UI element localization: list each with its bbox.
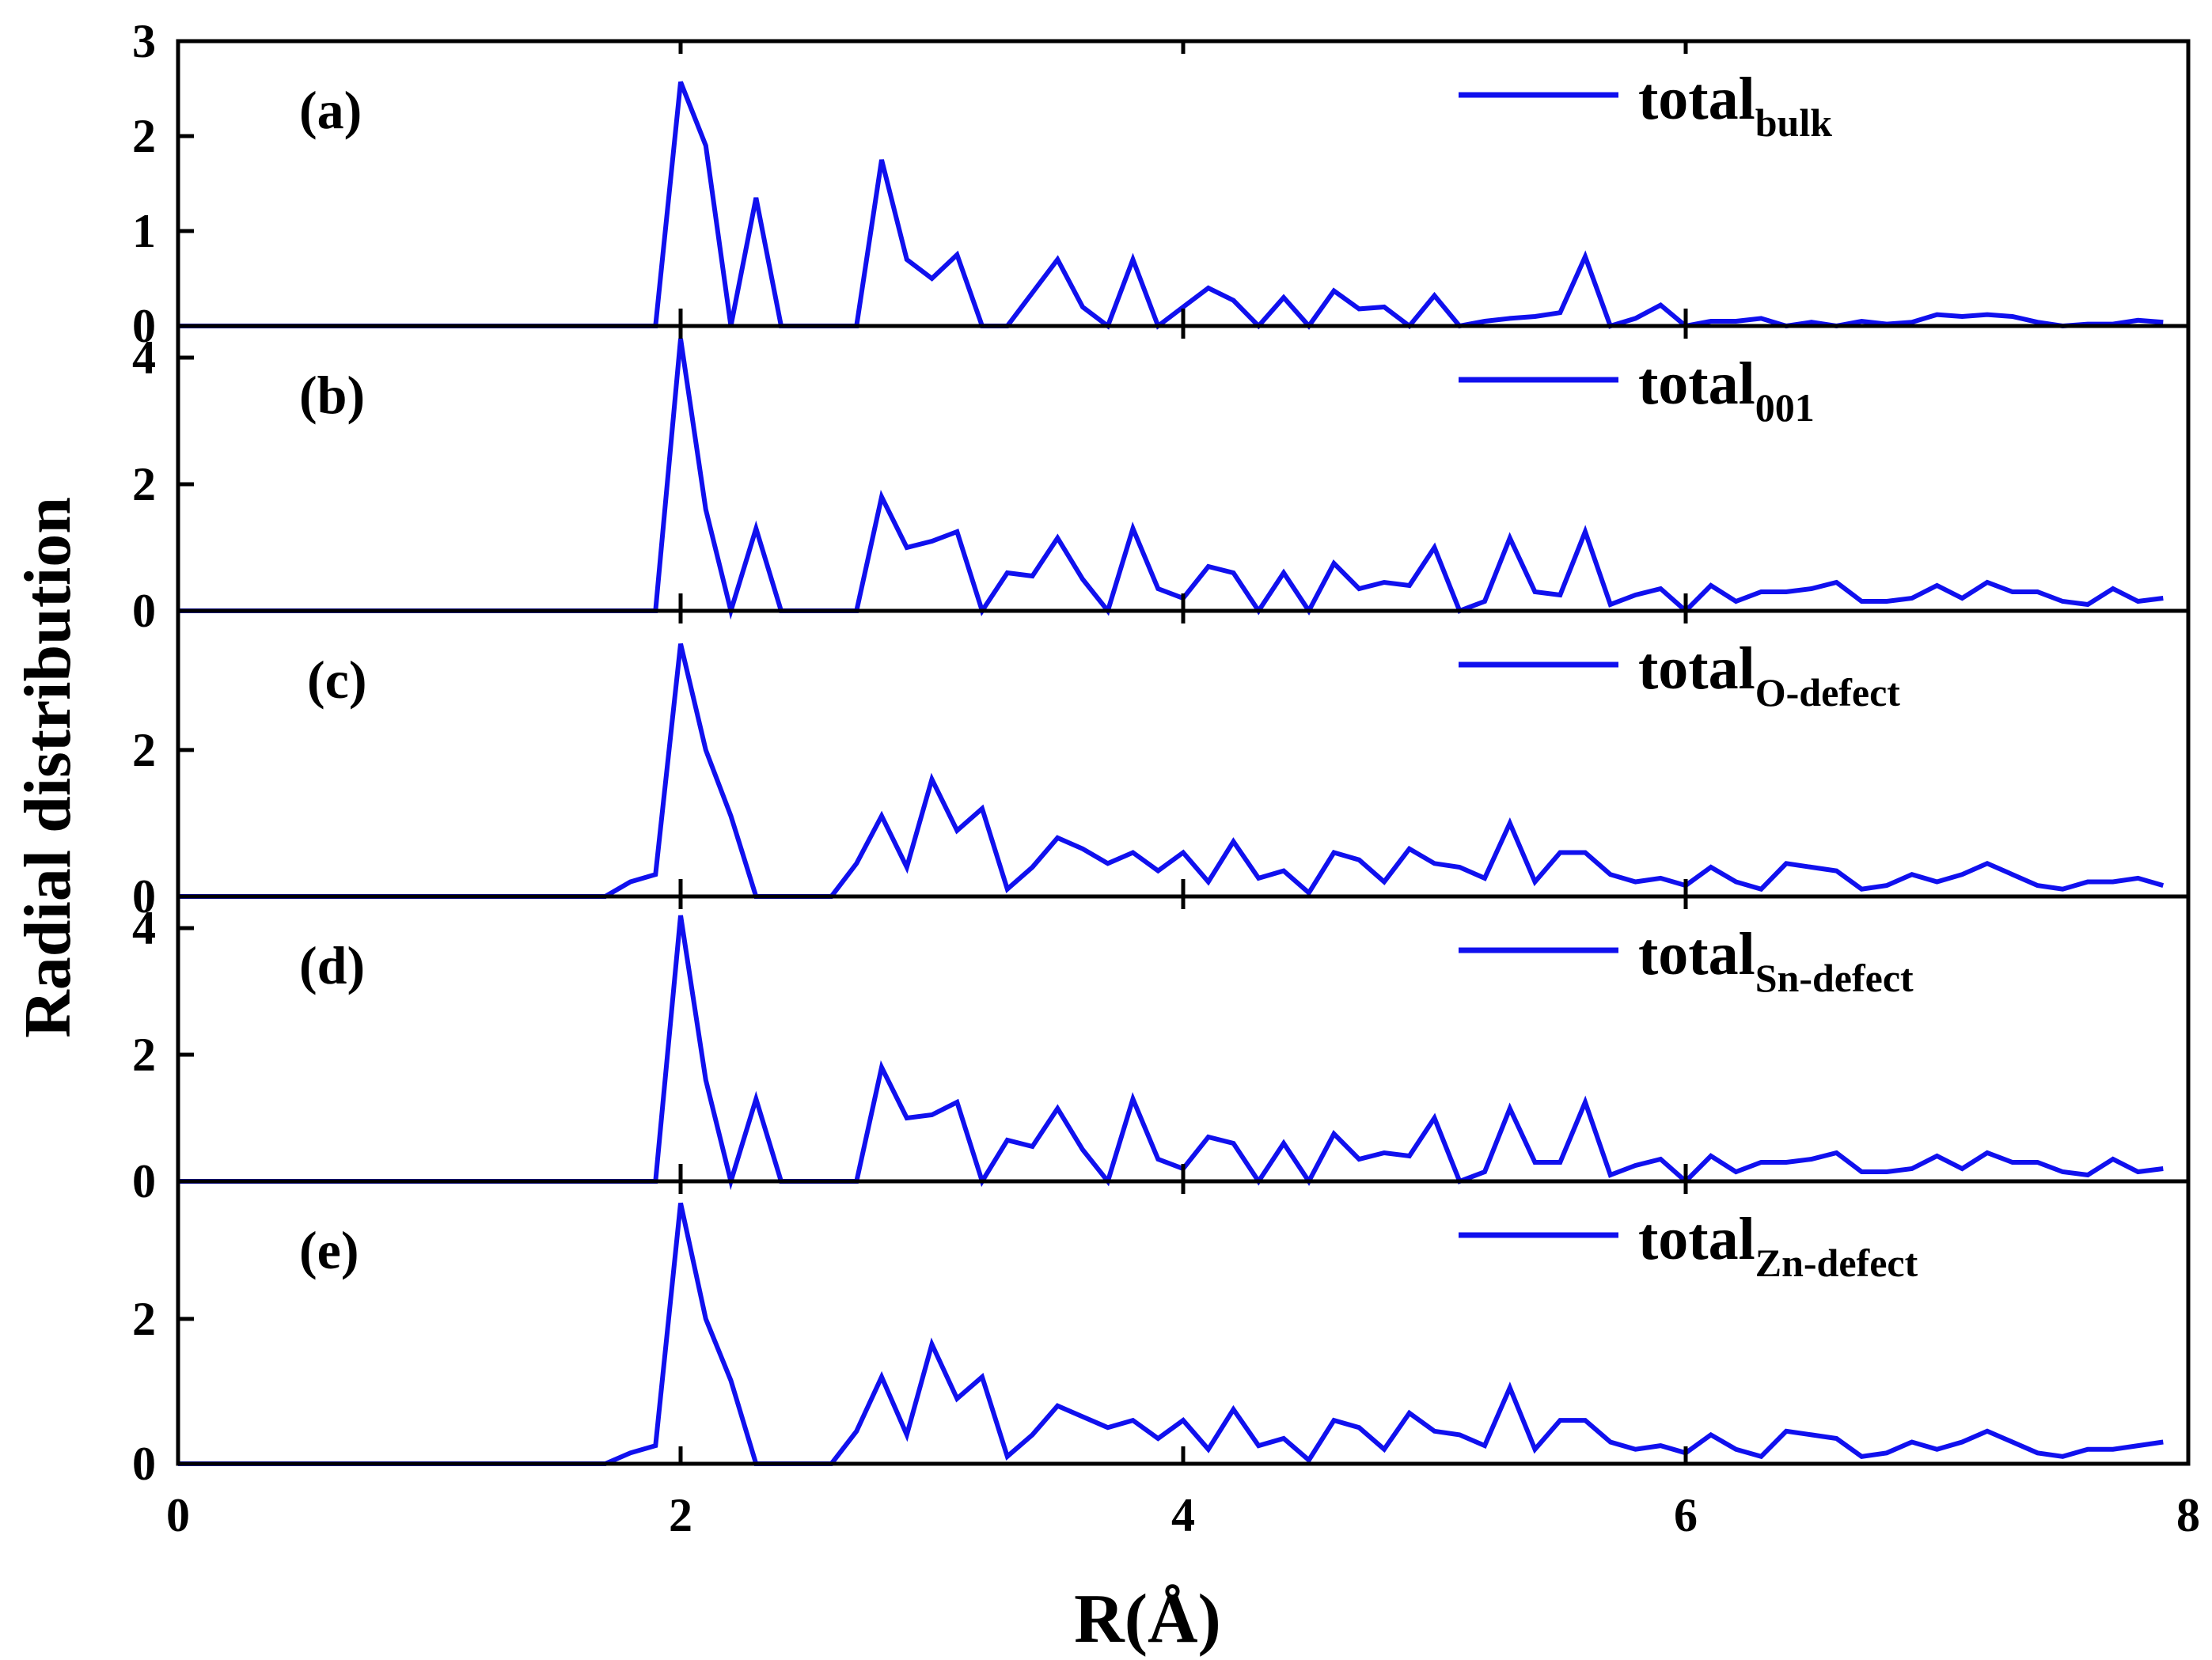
series-line bbox=[178, 338, 2164, 620]
panel-e: 0 2 (e) totalZn-defect bbox=[132, 1179, 2191, 1490]
panel-c: 0 2 (c) totalO-defect bbox=[132, 608, 2191, 923]
y-tick-label: 0 bbox=[132, 585, 156, 637]
legend-subscript: Sn-defect bbox=[1755, 956, 1914, 1000]
panel-a: 0 1 2 3 (a) totalbulk bbox=[132, 15, 2191, 352]
x-tick-label: 2 bbox=[669, 1489, 692, 1541]
y-tick-label: 0 bbox=[132, 1438, 156, 1490]
panel-label: (b) bbox=[299, 365, 365, 425]
x-tick-label: 4 bbox=[1171, 1489, 1195, 1541]
panel-b: 0 2 4 (b) total001 bbox=[132, 324, 2191, 637]
legend-label: totalZn-defect bbox=[1638, 1206, 1918, 1285]
x-tick-label: 6 bbox=[1674, 1489, 1698, 1541]
y-tick-label: 3 bbox=[132, 15, 156, 67]
series-line bbox=[178, 81, 2164, 330]
legend-subscript: Zn-defect bbox=[1755, 1241, 1918, 1285]
legend-label: totalO-defect bbox=[1638, 635, 1900, 714]
panel-label: (a) bbox=[299, 80, 362, 140]
panel-label: (d) bbox=[299, 935, 365, 995]
legend-label: total001 bbox=[1638, 351, 1815, 430]
y-tick-label: 0 bbox=[132, 300, 156, 352]
y-tick-label: 2 bbox=[132, 1293, 156, 1345]
y-tick-label: 4 bbox=[132, 902, 156, 954]
y-tick-label: 4 bbox=[132, 332, 156, 384]
panel-frame bbox=[176, 894, 2191, 1184]
panel-d: 0 2 4 (d) totalSn-defect bbox=[132, 894, 2191, 1207]
y-tick-label: 0 bbox=[132, 1155, 156, 1207]
panels: 0 1 2 3 (a) totalbulk 0 2 4 (b) total001 0 2 (c) total… bbox=[132, 15, 2191, 1490]
panel-frame bbox=[176, 324, 2191, 613]
y-axis-label: Radial distribution bbox=[11, 497, 85, 1038]
x-tick-label: 0 bbox=[166, 1489, 190, 1541]
panel-frame bbox=[176, 39, 2191, 328]
panel-label: (e) bbox=[299, 1220, 359, 1280]
x-tick-label: 8 bbox=[2176, 1489, 2200, 1541]
y-tick-label: 0 bbox=[132, 870, 156, 923]
x-axis: 0 2 4 6 8 bbox=[166, 1489, 2200, 1541]
legend-subscript: 001 bbox=[1755, 385, 1815, 430]
panel-label: (c) bbox=[307, 650, 366, 710]
y-tick-label: 2 bbox=[132, 724, 156, 776]
y-tick-label: 2 bbox=[132, 458, 156, 510]
y-tick-label: 2 bbox=[132, 1029, 156, 1081]
x-axis-label: R(Å) bbox=[1074, 1581, 1221, 1658]
y-tick-label: 1 bbox=[132, 205, 156, 257]
y-tick-label: 2 bbox=[132, 110, 156, 162]
legend-subscript: bulk bbox=[1755, 100, 1833, 145]
legend-label: totalSn-defect bbox=[1638, 921, 1914, 1000]
legend-subscript: O-defect bbox=[1755, 670, 1901, 714]
legend-label: totalbulk bbox=[1638, 66, 1832, 145]
